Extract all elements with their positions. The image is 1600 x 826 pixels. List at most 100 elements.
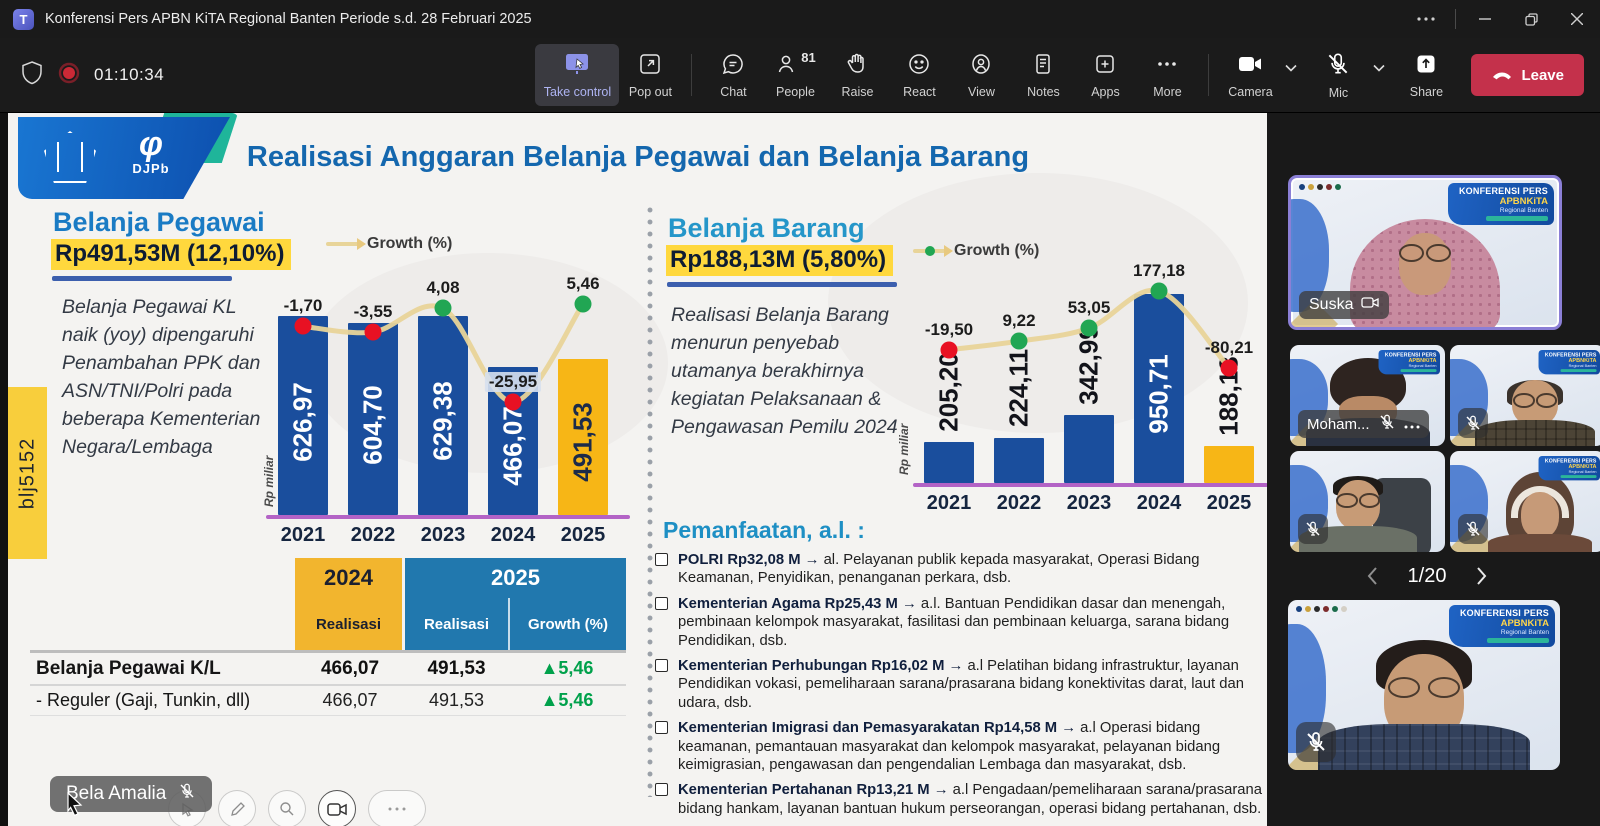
pen-tool-button[interactable] bbox=[218, 790, 256, 826]
pegawai-note: Belanja Pegawai KL naik (yoy) dipengaruh… bbox=[62, 296, 261, 458]
x-axis bbox=[266, 515, 630, 519]
growth-line bbox=[946, 287, 1232, 371]
meeting-toolbar: 01:10:34 Take control Pop out Chat bbox=[0, 38, 1600, 113]
glasses bbox=[1398, 244, 1452, 262]
participant-video[interactable]: KONFERENSI PERS APBNKiTA Regional Banten bbox=[1450, 345, 1600, 446]
mic-button[interactable]: Mic bbox=[1307, 44, 1369, 106]
mic-chevron-icon[interactable] bbox=[1373, 59, 1386, 77]
restore-button[interactable] bbox=[1508, 0, 1554, 38]
bar-2023 bbox=[1064, 414, 1114, 483]
table-subheader-realisasi-2024: Realisasi bbox=[295, 598, 405, 650]
react-button[interactable]: React bbox=[888, 44, 950, 106]
pemanfaatan-heading: Pemanfaatan, a.l. : bbox=[663, 517, 865, 543]
table-growth-value: ▲5,46 bbox=[508, 684, 626, 716]
pemanfaatan-item: Kementerian Agama Rp25,43 M → a.l. Bantu… bbox=[655, 595, 1267, 650]
pemanfaatan-text: Kementerian Agama Rp25,43 M → a.l. Bantu… bbox=[678, 595, 1230, 649]
growth-value-label: -25,95 bbox=[484, 371, 542, 392]
barang-amount-badge: Rp188,13M (5,80%) bbox=[666, 245, 894, 276]
x-axis-tick-label: 2022 bbox=[350, 524, 396, 546]
participant-video-suska[interactable]: KONFERENSI PERS APBNKiTA Regional Banten… bbox=[1288, 175, 1562, 330]
glasses bbox=[1386, 677, 1462, 699]
djpb-logo-icon: φ DJPb bbox=[132, 125, 170, 176]
growth-dot-2023 bbox=[1080, 319, 1098, 337]
bar-2023 bbox=[418, 315, 468, 515]
growth-dot-2024 bbox=[1150, 282, 1168, 300]
more-button[interactable]: More bbox=[1136, 44, 1198, 106]
participant-video[interactable] bbox=[1290, 451, 1445, 552]
titlebar: T Konferensi Pers APBN KiTA Regional Ban… bbox=[0, 0, 1600, 38]
magnifier-tool-button[interactable] bbox=[268, 790, 306, 826]
raise-hand-icon bbox=[845, 52, 869, 81]
slide-title: Realisasi Anggaran Belanja Pegawai dan B… bbox=[246, 141, 1030, 173]
people-button[interactable]: 81 People bbox=[775, 49, 816, 99]
table-growth-value: ▲5,46 bbox=[508, 650, 626, 684]
minimize-button[interactable] bbox=[1462, 0, 1508, 38]
x-axis-tick-label: 2025 bbox=[1206, 492, 1252, 514]
bar-chart-barang: Growth (%) Rp miliar 205,20 2021 224,11 2022 3… bbox=[895, 240, 1267, 530]
bar-2025 bbox=[558, 359, 608, 515]
mic-muted-icon bbox=[1458, 408, 1488, 438]
mic-muted-icon bbox=[1296, 722, 1336, 762]
take-control-button[interactable]: Take control bbox=[535, 44, 620, 106]
pemanfaatan-list: POLRI Rp32,08 M → al. Pelayanan publik k… bbox=[655, 551, 1267, 818]
chat-icon bbox=[721, 52, 745, 81]
bar-2024 bbox=[1134, 294, 1184, 483]
pemanfaatan-text: POLRI Rp32,08 M → al. Pelayanan publik k… bbox=[678, 552, 1200, 587]
bar-2021 bbox=[278, 316, 328, 515]
growth-dot-2021 bbox=[940, 341, 958, 359]
close-button[interactable] bbox=[1554, 0, 1600, 38]
table-header-2024: 2024 bbox=[295, 558, 405, 598]
raise-button[interactable]: Raise bbox=[826, 44, 888, 106]
leave-button[interactable]: Leave bbox=[1471, 54, 1584, 96]
comparison-table: 2024 2025 Realisasi Realisasi Growth (%)… bbox=[30, 558, 626, 716]
participant-video[interactable]: KONFERENSI PERS APBNKiTA Regional Banten bbox=[1288, 600, 1560, 770]
table-value-2025: 491,53 bbox=[405, 650, 508, 684]
pegawai-heading: Belanja Pegawai bbox=[53, 207, 265, 237]
participant-shoulders bbox=[1475, 420, 1596, 446]
participants-panel: KONFERENSI PERS APBNKiTA Regional Banten… bbox=[1267, 113, 1600, 826]
video-effects-icon[interactable] bbox=[1361, 295, 1380, 315]
table-corner bbox=[30, 558, 295, 650]
conference-banner: KONFERENSI PERS APBNKiTA Regional Banten bbox=[1538, 456, 1600, 481]
chat-button[interactable]: Chat bbox=[702, 44, 764, 106]
pemanfaatan-item: Kementerian Pertahanan Rp13,21 M → a.l P… bbox=[655, 781, 1267, 818]
participant-more-options-icon[interactable] bbox=[1404, 416, 1420, 433]
participant-shoulders bbox=[1487, 534, 1592, 552]
view-button[interactable]: View bbox=[950, 44, 1012, 106]
conference-banner: KONFERENSI PERS APBNKiTA Regional Banten bbox=[1448, 183, 1554, 225]
apps-button[interactable]: Apps bbox=[1074, 44, 1136, 106]
share-button[interactable]: Share bbox=[1395, 44, 1457, 106]
more-tools-button[interactable] bbox=[368, 790, 426, 826]
participant-video[interactable]: KONFERENSI PERS APBNKiTA Regional Banten M… bbox=[1290, 345, 1445, 446]
pop-out-icon bbox=[638, 52, 662, 81]
previous-page-icon[interactable] bbox=[1360, 563, 1386, 589]
hang-up-icon bbox=[1491, 67, 1513, 84]
growth-line-icon bbox=[326, 238, 366, 250]
titlebar-more-icon[interactable] bbox=[1403, 0, 1449, 38]
camera-button[interactable]: Camera bbox=[1219, 44, 1281, 106]
growth-line-icon bbox=[913, 245, 953, 257]
x-axis-tick-label: 2024 bbox=[1136, 492, 1182, 514]
growth-value-label: 4,08 bbox=[426, 278, 460, 298]
camera-tool-button[interactable] bbox=[318, 790, 356, 826]
camera-chevron-icon[interactable] bbox=[1285, 59, 1298, 77]
next-page-icon[interactable] bbox=[1468, 563, 1494, 589]
mic-muted-icon bbox=[178, 782, 196, 806]
growth-dot-2022 bbox=[1010, 332, 1028, 350]
growth-line bbox=[300, 301, 586, 405]
bar-2025 bbox=[1204, 445, 1254, 483]
growth-dot-2025 bbox=[574, 295, 592, 313]
apps-icon bbox=[1093, 52, 1117, 81]
participant-name-label: Moham... bbox=[1298, 410, 1429, 438]
react-smiley-icon bbox=[907, 52, 931, 81]
pegawai-underline bbox=[52, 276, 232, 281]
participant-shoulders bbox=[1318, 724, 1530, 770]
participant-face bbox=[1399, 233, 1451, 295]
x-axis bbox=[913, 483, 1267, 487]
participants-pager: 1/20 bbox=[1267, 563, 1587, 589]
notes-button[interactable]: Notes bbox=[1012, 44, 1074, 106]
pop-out-button[interactable]: Pop out bbox=[619, 44, 681, 106]
x-axis-tick-label: 2025 bbox=[560, 524, 606, 546]
participant-video[interactable]: KONFERENSI PERS APBNKiTA Regional Banten bbox=[1450, 451, 1600, 552]
